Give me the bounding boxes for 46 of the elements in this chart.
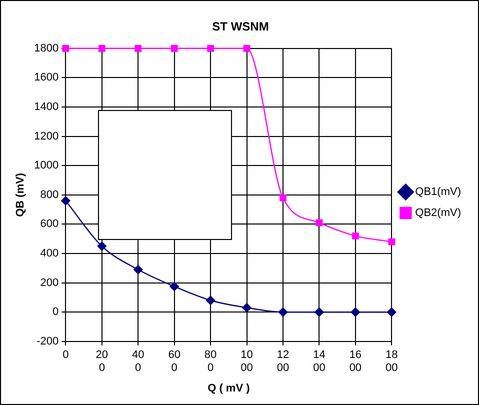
point (97, 242, 106, 251)
x-tick-label: 16 00 (349, 349, 362, 374)
y-tick-label: 1000 (34, 160, 59, 172)
x-tick-label: 60 0 (168, 349, 180, 374)
point (170, 282, 179, 292)
point (61, 196, 70, 206)
y-tick-label: 1400 (34, 101, 59, 114)
point (207, 44, 214, 52)
y-tick-label: 200 (40, 276, 59, 289)
x-tick-label: 18 00 (386, 349, 398, 374)
x-axis-title: Q ( mV ) (208, 382, 250, 394)
x-tick-label: 40 0 (132, 349, 144, 374)
point (280, 194, 286, 202)
legend-label: QB1(mV) (415, 186, 462, 198)
point (350, 308, 360, 317)
chart-title: ST WSNM (212, 20, 269, 34)
x-tick-label: 20 0 (96, 349, 108, 374)
point (134, 44, 142, 52)
point (388, 238, 396, 246)
point (242, 303, 252, 312)
x-tick-label: 10 00 (240, 349, 253, 374)
y-tick-label: 1800 (34, 42, 59, 54)
point (134, 265, 143, 274)
point (206, 296, 216, 305)
y-axis-title: QB (mV) (14, 172, 27, 217)
y-tick-label: -200 (36, 335, 59, 348)
y-tick-label: 400 (40, 248, 59, 260)
point (316, 219, 323, 226)
y-tick-label: 1600 (34, 72, 59, 84)
point (98, 44, 106, 52)
point (387, 308, 396, 317)
x-tick-label: 12 00 (276, 349, 290, 374)
point (352, 232, 359, 240)
y-tick-label: 0 (52, 306, 59, 318)
y-tick-label: 800 (40, 188, 59, 201)
y-tick-label: 600 (40, 218, 59, 230)
point (170, 44, 178, 52)
x-tick-label: 80 0 (204, 349, 217, 374)
point (243, 44, 250, 52)
legend-label: QB2(mV) (415, 207, 462, 220)
x-tick-label: 14 00 (313, 349, 326, 374)
point (278, 308, 288, 317)
point (62, 44, 70, 52)
x-tick-label: 0 (62, 349, 69, 362)
point (314, 308, 324, 317)
y-tick-label: 1200 (34, 130, 59, 142)
